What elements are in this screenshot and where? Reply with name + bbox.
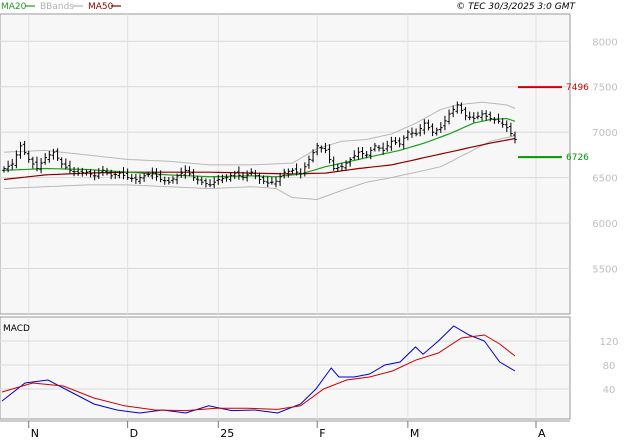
legend-ma50: MA50 (88, 2, 114, 12)
price-levels: 7496 6726 (518, 83, 589, 163)
macd-plot-area (0, 316, 571, 420)
price-bars (2, 101, 517, 188)
macd-panel: 120 80 40 MACD (0, 316, 619, 420)
legend-ma20: MA20 (1, 2, 27, 12)
level-label: 7496 (566, 83, 589, 93)
macd-y-axis: 120 80 40 (599, 337, 618, 396)
price-y-tick: 8000 (592, 37, 617, 48)
legend-bbands-label: BBands (40, 2, 74, 12)
legend-ma50-label: MA50 (88, 2, 114, 12)
x-axis-ticks: N D 25 F M A (28, 421, 546, 440)
level-label: 6726 (566, 153, 589, 163)
x-tick-label: M (410, 427, 420, 440)
x-axis: N D 25 F M A (0, 420, 570, 440)
legend-bbands: BBands (40, 2, 74, 12)
macd-lines (1, 325, 516, 414)
price-y-tick: 7000 (592, 128, 617, 139)
price-y-axis: 8000 7500 7000 6500 6000 5500 (592, 37, 617, 275)
price-y-tick: 5500 (592, 265, 617, 276)
macd-title: MACD (3, 324, 30, 334)
price-plot-area (0, 13, 571, 315)
macd-y-tick: 40 (603, 385, 616, 396)
price-gridlines (0, 14, 570, 314)
bbands-upper (3, 101, 516, 166)
x-tick-label: 25 (220, 427, 234, 440)
x-tick-label: F (319, 427, 325, 440)
macd-y-tick: 80 (603, 361, 616, 372)
x-tick-label: N (31, 427, 39, 440)
legend-ma20-label: MA20 (1, 2, 27, 12)
price-y-tick: 7500 (592, 83, 617, 94)
macd-gridlines (0, 317, 570, 419)
macd-line (1, 325, 516, 414)
x-tick-label: D (130, 427, 138, 440)
price-y-tick: 6000 (592, 219, 617, 230)
copyright: © TEC 30/3/2025 3:0 GMT (456, 2, 576, 12)
macd-y-tick: 120 (599, 337, 618, 348)
price-panel: 8000 7500 7000 6500 6000 5500 7496 6726 (0, 13, 618, 315)
header: MA20 BBands MA50 © TEC 30/3/2025 3:0 GMT (1, 2, 577, 12)
x-tick-label: A (538, 427, 546, 440)
price-y-tick: 6500 (592, 174, 617, 185)
macd-signal-line (1, 334, 516, 412)
bbands-lower (3, 135, 516, 201)
bollinger-bands (3, 101, 516, 201)
